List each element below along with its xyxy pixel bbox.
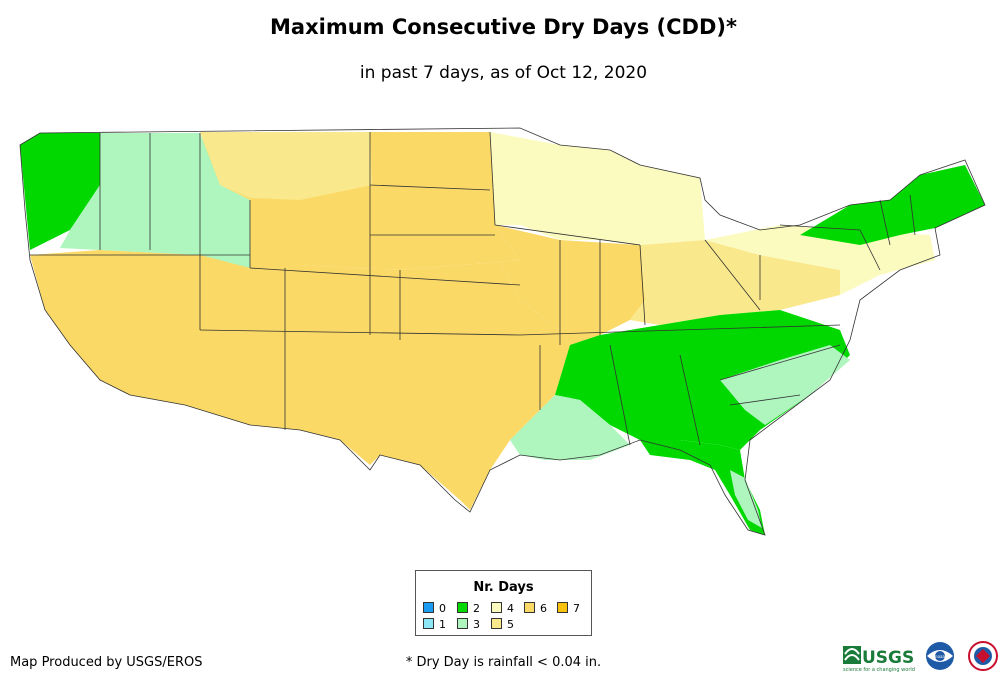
legend-label: 4 xyxy=(507,602,514,615)
legend-label: 3 xyxy=(473,618,480,631)
region-ohio-valley xyxy=(630,240,840,325)
region-central xyxy=(495,225,645,345)
legend-item: 5 xyxy=(491,618,514,631)
legend-label: 0 xyxy=(439,602,446,615)
legend-item: 4 xyxy=(491,602,514,615)
map-credit: Map Produced by USGS/EROS xyxy=(10,655,203,670)
legend-label: 5 xyxy=(507,618,514,631)
region-carolina-coast xyxy=(720,345,850,425)
legend-item: 6 xyxy=(524,602,547,615)
legend: Nr. Days 0 2 4 6 7 1 3 5 xyxy=(415,570,592,636)
region-pacific-nw xyxy=(20,133,100,250)
agency-logos: USGS science for a changing world noaa xyxy=(843,641,998,673)
footnote: * Dry Day is rainfall < 0.04 in. xyxy=(0,655,1007,670)
region-florida xyxy=(640,440,765,535)
legend-swatch xyxy=(457,602,468,613)
legend-item: 7 xyxy=(557,602,580,615)
legend-swatch xyxy=(524,602,535,613)
footnote-text: * Dry Day is rainfall < 0.04 in. xyxy=(405,655,602,670)
region-florida-south xyxy=(730,470,762,528)
legend-swatch xyxy=(423,602,434,613)
legend-item: 1 xyxy=(423,618,446,631)
state-boundaries xyxy=(19,127,986,536)
legend-label: 2 xyxy=(473,602,480,615)
legend-swatch xyxy=(491,602,502,613)
legend-swatch xyxy=(557,602,568,613)
legend-item: 2 xyxy=(457,602,480,615)
usgs-tagline: science for a changing world xyxy=(843,667,915,673)
legend-title: Nr. Days xyxy=(473,580,534,595)
legend-swatch xyxy=(457,618,468,629)
legend-swatch xyxy=(423,618,434,629)
legend-swatch xyxy=(491,618,502,629)
region-great-basin-north xyxy=(60,133,250,268)
region-montana xyxy=(200,132,372,200)
usgs-logo: USGS science for a changing world xyxy=(843,646,915,673)
legend-item: 3 xyxy=(457,618,480,631)
legend-label: 7 xyxy=(573,602,580,615)
nws-logo xyxy=(968,641,998,671)
region-mid-atlantic xyxy=(705,225,935,295)
legend-label: 6 xyxy=(540,602,547,615)
map-regions xyxy=(20,132,985,535)
legend-item: 0 xyxy=(423,602,446,615)
legend-label: 1 xyxy=(439,618,446,631)
map-subtitle: in past 7 days, as of Oct 12, 2020 xyxy=(359,63,648,83)
map-title: Maximum Consecutive Dry Days (CDD)* xyxy=(270,15,737,39)
usgs-logo-text: USGS xyxy=(862,648,914,668)
noaa-logo: noaa xyxy=(926,642,954,670)
us-outline xyxy=(19,127,986,536)
region-upper-midwest xyxy=(490,132,705,245)
region-new-england xyxy=(800,165,985,245)
region-west-plains xyxy=(30,250,570,510)
noaa-logo-text: noaa xyxy=(935,654,945,659)
region-gulf-coast xyxy=(510,395,630,460)
